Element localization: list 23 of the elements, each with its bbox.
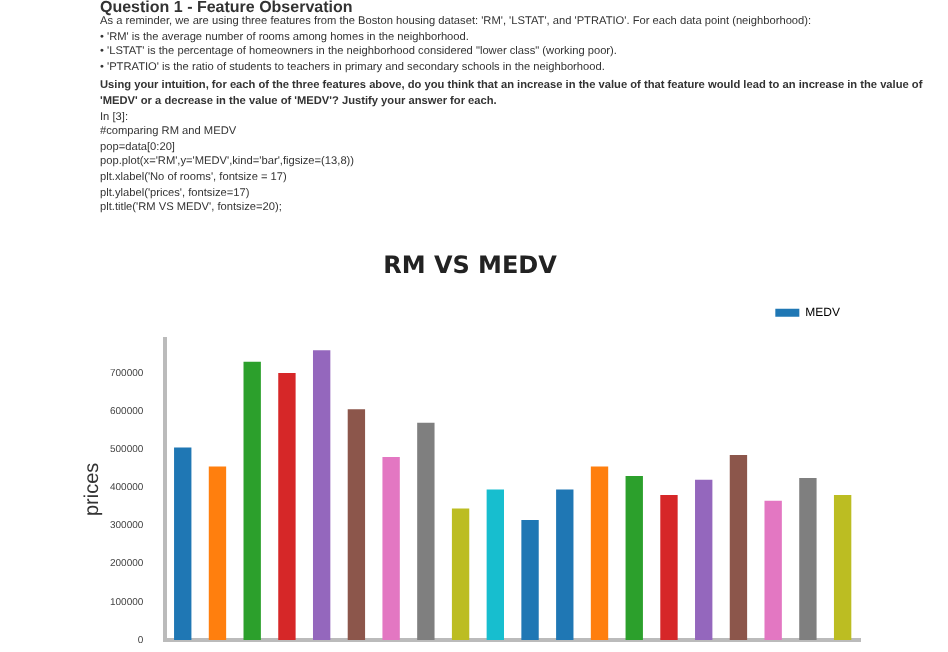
bar <box>243 361 261 640</box>
bar <box>417 422 435 640</box>
bar <box>174 447 192 640</box>
bar <box>799 477 817 640</box>
bar <box>521 519 539 640</box>
bar <box>625 476 643 640</box>
text: Question 1 - Feature Observation <box>100 0 355 16</box>
bar <box>833 495 852 640</box>
bar <box>729 455 748 640</box>
bar <box>278 373 296 640</box>
y-axis-title: prices <box>81 462 104 517</box>
bar <box>347 409 366 640</box>
bar <box>695 479 713 640</box>
bar <box>382 456 400 640</box>
chart-title: RM VS MEDV <box>383 250 559 279</box>
bar <box>451 508 470 640</box>
bar <box>660 495 678 640</box>
bar <box>556 489 574 640</box>
bar <box>764 500 782 640</box>
bar <box>312 350 331 640</box>
bar <box>590 466 609 640</box>
bar <box>208 466 227 640</box>
bar <box>486 489 504 640</box>
